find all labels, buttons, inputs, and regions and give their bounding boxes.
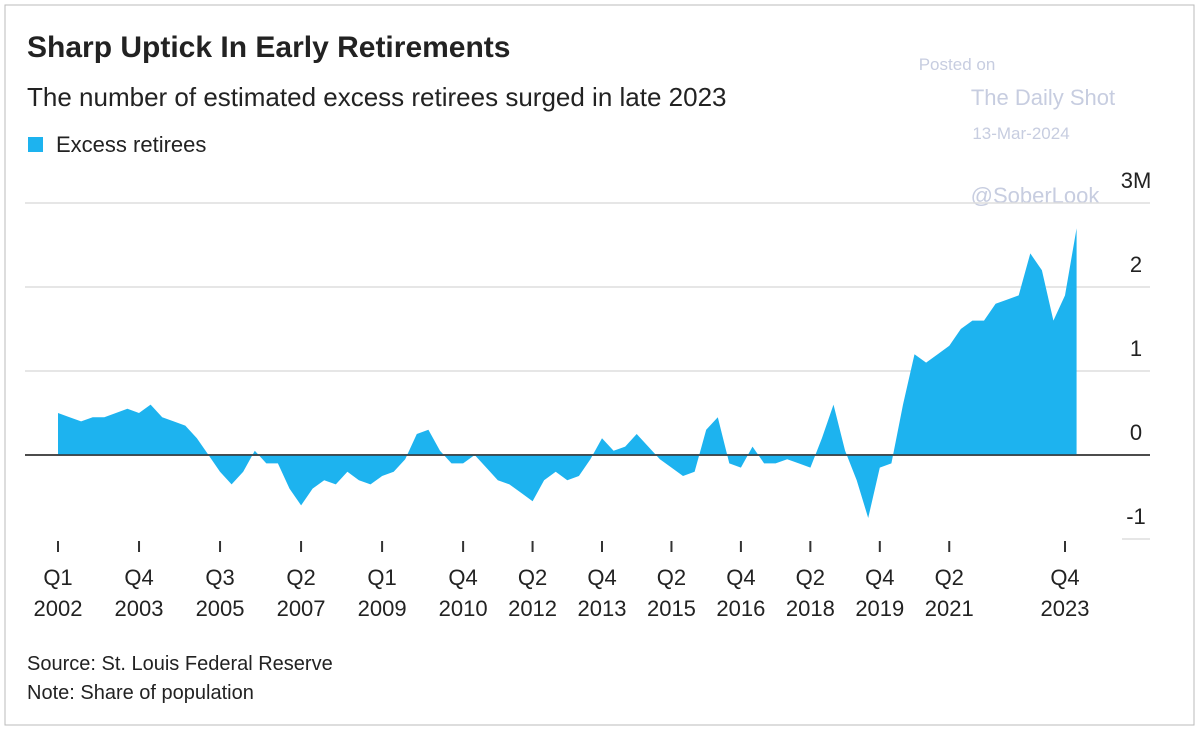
x-tick-label: Q1 2002 [34, 565, 83, 621]
note: Note: Share of population [27, 682, 254, 704]
x-tick-label: Q4 2023 [1041, 565, 1090, 621]
x-tick-label: Q4 2003 [115, 565, 164, 621]
y-tick-label: -1 [1126, 504, 1146, 529]
x-tick-label: Q2 2012 [508, 565, 557, 621]
legend-label: Excess retirees [56, 132, 206, 157]
x-tick-label: Q4 2016 [716, 565, 765, 621]
x-tick-label: Q2 2015 [647, 565, 696, 621]
source: Source: St. Louis Federal Reserve [27, 653, 333, 675]
x-tick-label: Q3 2005 [196, 565, 245, 621]
x-tick-label: Q2 2018 [786, 565, 835, 621]
watermark: 13-Mar-2024 [972, 124, 1069, 143]
y-tick-label: 0 [1130, 420, 1142, 445]
x-tick-label: Q4 2019 [855, 565, 904, 621]
y-tick-label: 1 [1130, 336, 1142, 361]
watermark: The Daily Shot [971, 85, 1115, 110]
y-tick-label: 2 [1130, 252, 1142, 277]
x-tick-label: Q1 2009 [358, 565, 407, 621]
x-tick-label: Q4 2010 [439, 565, 488, 621]
area [58, 228, 1077, 518]
x-tick-label: Q2 2021 [925, 565, 974, 621]
x-tick-label: Q4 2013 [578, 565, 627, 621]
watermark: Posted on [919, 55, 996, 74]
y-tick-label: 3M [1121, 168, 1152, 193]
chart-subtitle: The number of estimated excess retirees … [27, 82, 727, 112]
legend-swatch [28, 137, 43, 152]
x-tick-label: Q2 2007 [277, 565, 326, 621]
chart-title: Sharp Uptick In Early Retirements [27, 31, 511, 64]
watermark: @SoberLook [971, 183, 1101, 208]
